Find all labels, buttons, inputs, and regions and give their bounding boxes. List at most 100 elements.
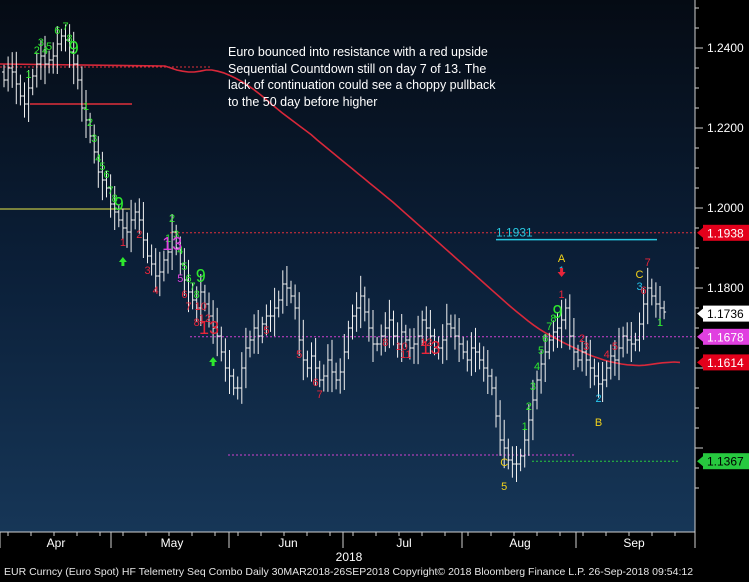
sequential-count-label: 6 xyxy=(181,289,187,301)
price-label-pointer xyxy=(697,308,703,319)
sequential-count-label: C xyxy=(500,457,508,469)
sequential-count-label: 1 xyxy=(657,317,663,329)
sequential-count-label: 2 xyxy=(34,45,40,57)
y-tick-label: 1.2000 xyxy=(707,201,744,215)
y-tick-label: 1.2200 xyxy=(707,121,744,135)
sequential-count-label: 2 xyxy=(526,401,532,413)
sequential-count-label: 5 xyxy=(501,481,507,493)
sequential-count-label: 2 xyxy=(579,333,585,345)
sequential-count-label: 4 xyxy=(95,153,101,165)
price-label-pointer xyxy=(697,456,703,467)
month-label: Sep xyxy=(623,536,645,550)
sequential-count-label: 2 xyxy=(169,213,175,225)
annotation-text: Euro bounced into resistance with a red … xyxy=(228,45,496,109)
month-label: Aug xyxy=(509,536,530,550)
ma50-layer xyxy=(0,63,681,367)
sequential-count-label: 9 xyxy=(552,302,562,322)
up-arrow-icon xyxy=(118,257,127,266)
sequential-count-label: 3 xyxy=(91,133,97,145)
sequential-count-label: 6 xyxy=(313,377,319,389)
price-bars xyxy=(2,24,667,482)
sequential-count-label: 2 xyxy=(595,393,601,405)
sequential-count-label: 5 xyxy=(181,261,187,273)
sequential-count-label: 4 xyxy=(153,285,159,297)
month-label: Apr xyxy=(47,536,66,550)
price-label-text: 1.1367 xyxy=(707,455,744,469)
sequential-count-label: 7 xyxy=(190,281,196,293)
sequential-count-label: A xyxy=(558,253,566,265)
sequential-count-label: 1 xyxy=(559,289,565,301)
sequential-count-label: 8 xyxy=(194,289,200,301)
sequential-count-label: 13 xyxy=(199,318,219,338)
sequential-count-label: 10 xyxy=(396,341,408,353)
price-label-box xyxy=(703,328,749,345)
sequential-count-label: 1 xyxy=(83,101,89,113)
sequential-count-label: 8 xyxy=(382,337,388,349)
sequential-count-label: 4 xyxy=(177,245,183,257)
sequential-count-label: 12 xyxy=(420,337,432,349)
sequential-count-label: 5 xyxy=(46,41,52,53)
month-label: Jul xyxy=(396,536,411,550)
down-arrow-icon xyxy=(557,268,566,277)
sequential-count-label: 5 xyxy=(177,273,183,285)
sequential-count-label: 1 xyxy=(120,237,126,249)
sequential-count-label: 4 xyxy=(604,349,610,361)
sequential-count-label: 7 xyxy=(317,389,323,401)
footer-text: EUR Curncy (Euro Spot) HF Telemetry Seq … xyxy=(4,566,694,578)
right-axis-panel xyxy=(695,0,749,532)
sequential-count-label: 1 xyxy=(26,69,32,81)
sequential-count-label: 13 xyxy=(420,338,440,358)
sequential-count-label: 3 xyxy=(38,37,44,49)
year-label: 2018 xyxy=(336,550,363,564)
level-lines: 1.1931 xyxy=(0,66,695,462)
sequential-count-label: 7 xyxy=(185,301,191,313)
price-label-pointer xyxy=(697,227,703,238)
sequential-count-label: 4 xyxy=(42,45,48,57)
sequential-count-label: C xyxy=(636,269,644,281)
level-label-1931: 1.1931 xyxy=(496,226,533,240)
sequential-count-label: 6 xyxy=(103,169,109,181)
sequential-count-label: 6 xyxy=(641,285,647,297)
price-label-box xyxy=(703,453,749,470)
sequential-count-label: 6 xyxy=(542,333,548,345)
sequential-count-label: 7 xyxy=(645,257,651,269)
sequential-count-label: 5 xyxy=(538,345,544,357)
sequential-count-label: 7 xyxy=(108,185,114,197)
sequential-count-label: 1 xyxy=(165,233,171,245)
x-axis: Apr May Jun Jul Aug Sep 2018 xyxy=(0,531,696,564)
sequential-count-label: 1 xyxy=(522,421,528,433)
bottom-axis-panel xyxy=(0,532,749,582)
sequential-count-label: 10 xyxy=(195,301,207,313)
sequential-count-label: 13 xyxy=(162,234,182,254)
sequential-count-label: 7 xyxy=(546,321,552,333)
price-label-box xyxy=(703,305,749,322)
sequential-count-label: 8 xyxy=(112,193,118,205)
price-label-text: 1.1736 xyxy=(707,307,744,321)
price-label-text: 1.1614 xyxy=(707,356,744,370)
ma50-line xyxy=(0,63,681,367)
sequential-count-label: 7 xyxy=(62,21,68,33)
sequential-count-label: 9 xyxy=(69,38,79,58)
y-axis: 1.2400 1.2200 1.2000 1.1800 xyxy=(694,0,744,532)
up-arrow-icon xyxy=(209,357,218,366)
sequential-count-label: 2 xyxy=(136,229,142,241)
sequential-count-label: 4 xyxy=(534,361,540,373)
sequential-count-label: 6 xyxy=(54,25,60,37)
price-label-pointer xyxy=(697,357,703,368)
price-label-pointer xyxy=(697,331,703,342)
sequential-count-label: 11 xyxy=(400,349,411,361)
month-label: Jun xyxy=(278,536,297,550)
sequential-count-label: B xyxy=(595,417,602,429)
price-label-box xyxy=(703,224,749,241)
sequential-count-label: 3 xyxy=(583,341,589,353)
price-label-box xyxy=(703,354,749,371)
price-label-text: 1.1678 xyxy=(707,330,744,344)
sequential-count-label: 9 xyxy=(114,194,124,214)
price-label-text: 1.1938 xyxy=(707,226,744,240)
y-tick-label: 1.2400 xyxy=(707,41,744,55)
sequential-count-label: 3 xyxy=(144,265,150,277)
sequential-count-label: 5 xyxy=(612,341,618,353)
sequential-count-label: 6 xyxy=(185,273,191,285)
sequential-count-label: 3 xyxy=(173,229,179,241)
